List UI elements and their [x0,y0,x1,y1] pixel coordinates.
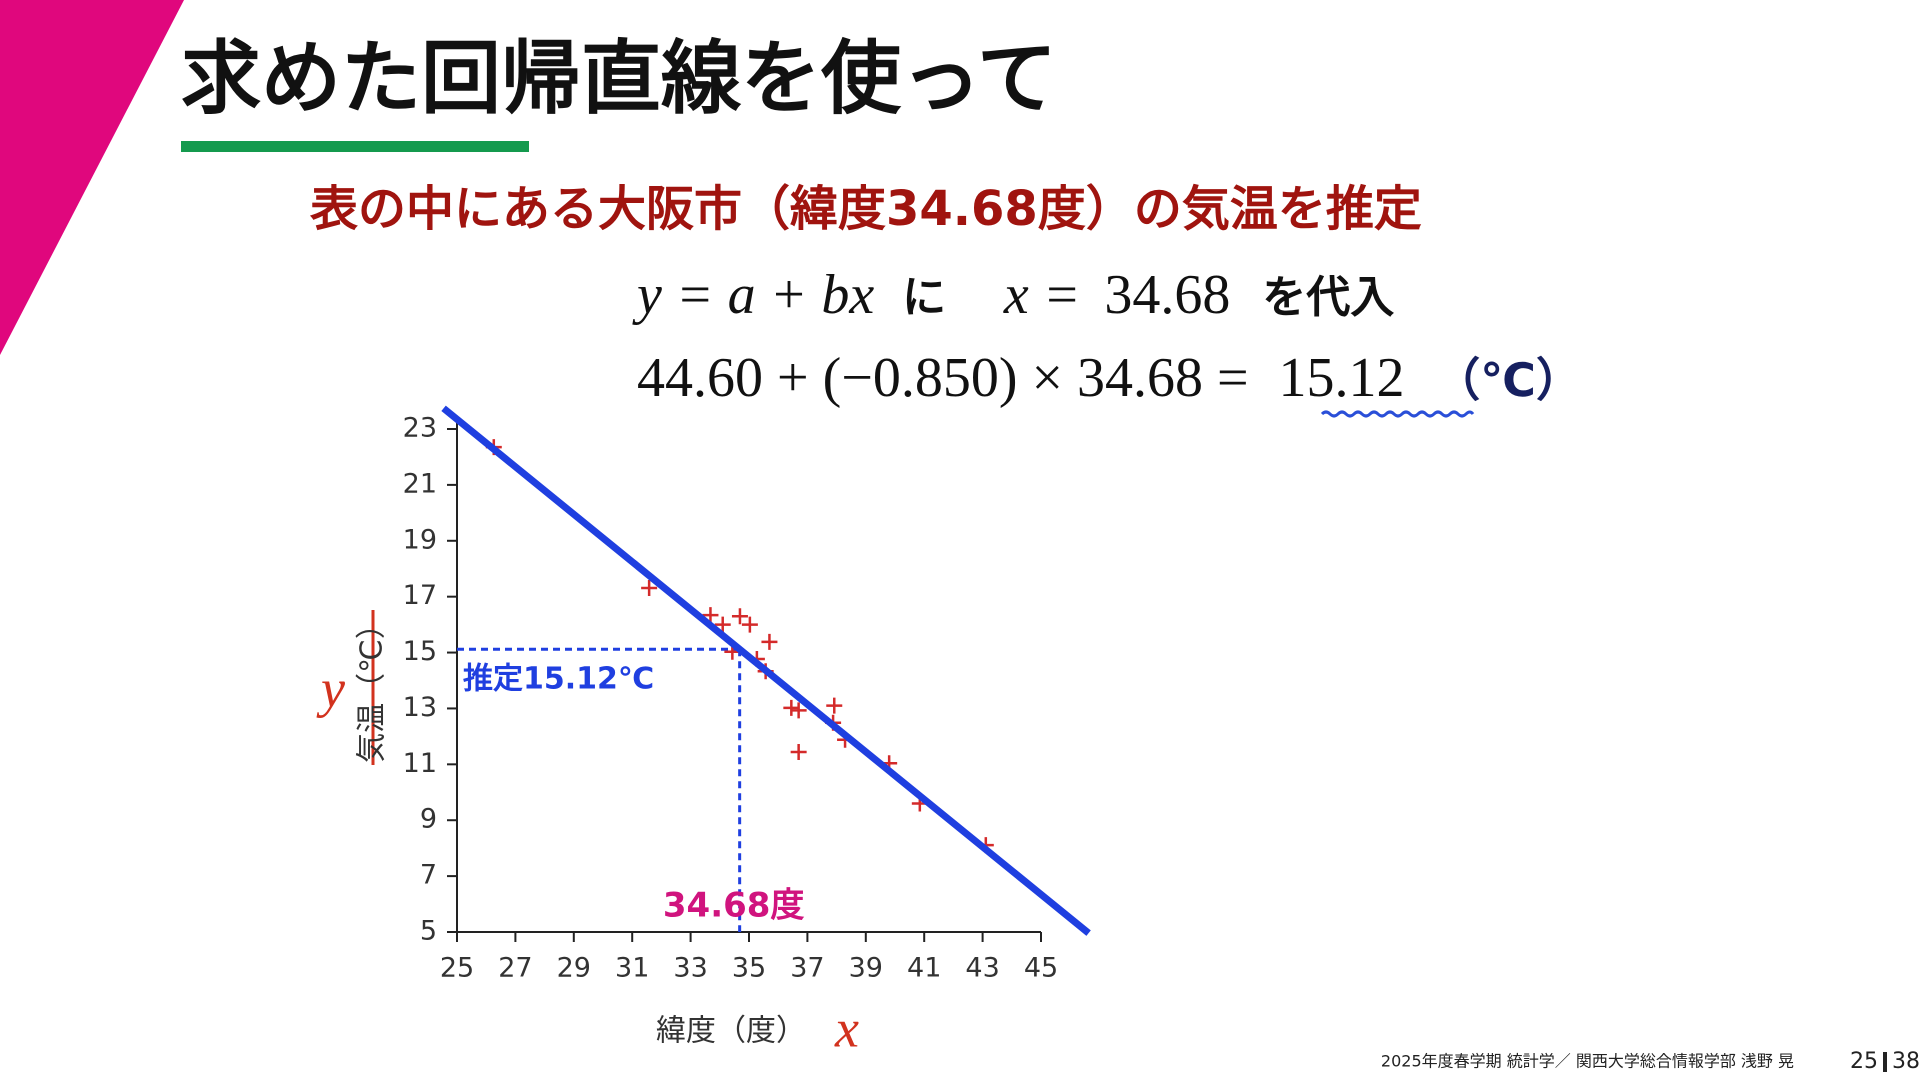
slide-title: 求めた回帰直線を使って [181,32,1057,125]
y-tick-label: 9 [420,804,437,835]
scatter-point [641,580,658,597]
result: 15.12 [1278,347,1404,409]
y-tick-label: 21 [403,468,437,499]
x-tick-label: 43 [965,953,999,984]
formula: 44.60 + (−0.850) × 34.68 = [637,347,1249,409]
scatter-point [761,633,778,650]
x-symbol: x [834,998,859,1058]
x-tick-label: 45 [1024,953,1058,984]
y-tick-label: 13 [403,692,437,723]
regression-line [441,405,1091,936]
chart: 緯度（度） x 気温（℃） y 5 7 9 11 13 15 17 19 21 23 25 27 29 3… [316,405,1091,1058]
scatter-point [741,616,758,633]
eq-text: を代入 [1262,272,1394,323]
subtitle: 表の中にある大阪市（緯度34.68度）の気温を推定 [309,181,1422,237]
title-underline [181,141,529,152]
x-tick-label: 33 [673,953,707,984]
y-tick-label: 5 [420,916,437,947]
formula: 34.68 [1104,264,1230,326]
y-tick-label: 19 [403,524,437,555]
y-tick-label: 23 [403,413,437,444]
scatter-point [783,699,800,716]
x-tick-label: 27 [498,953,532,984]
scatter-point [702,607,719,624]
y-tick-label: 15 [403,636,437,667]
scatter-point [826,697,843,714]
x-tick-label: 31 [615,953,649,984]
equation-2: 44.60 + (−0.850) × 34.68 = 15.12 （℃） [637,347,1582,412]
y-symbol: y [316,658,345,718]
highlight-underline [1320,410,1475,418]
accent-triangle [0,0,184,355]
y-axis-label: 気温（℃） [355,609,390,763]
scatter-point [714,616,731,633]
x-tick-label: 41 [907,953,941,984]
x-tick-label: 37 [790,953,824,984]
eq-text: に [902,272,946,323]
estimate-x-label: 34.68度 [663,886,805,926]
y-tick-label: 7 [420,860,437,891]
page-total: 38 [1892,1049,1920,1074]
page-number: 25 [1850,1049,1878,1074]
scatter-point [790,702,807,719]
scatter-point [790,744,807,761]
unit: （℃） [1434,353,1582,407]
formula: y = a + bx [632,264,874,326]
x-tick-label: 39 [849,953,883,984]
x-tick-label: 35 [732,953,766,984]
scatter-point [731,608,748,625]
equation-1: y = a + bx に x = 34.68 を代入 [632,264,1394,329]
y-tick-label: 11 [403,748,437,779]
x-tick-label: 25 [440,953,474,984]
page-separator [1883,1052,1887,1072]
x-axis-label: 緯度（度） [656,1014,806,1049]
y-tick-label: 17 [403,580,437,611]
x-tick-label: 29 [557,953,591,984]
formula: x = [1003,264,1081,326]
estimate-y-label: 推定15.12℃ [463,662,654,697]
footer: 2025年度春学期 統計学／ 関西大学総合情報学部 浅野 晃 [1381,1052,1794,1071]
